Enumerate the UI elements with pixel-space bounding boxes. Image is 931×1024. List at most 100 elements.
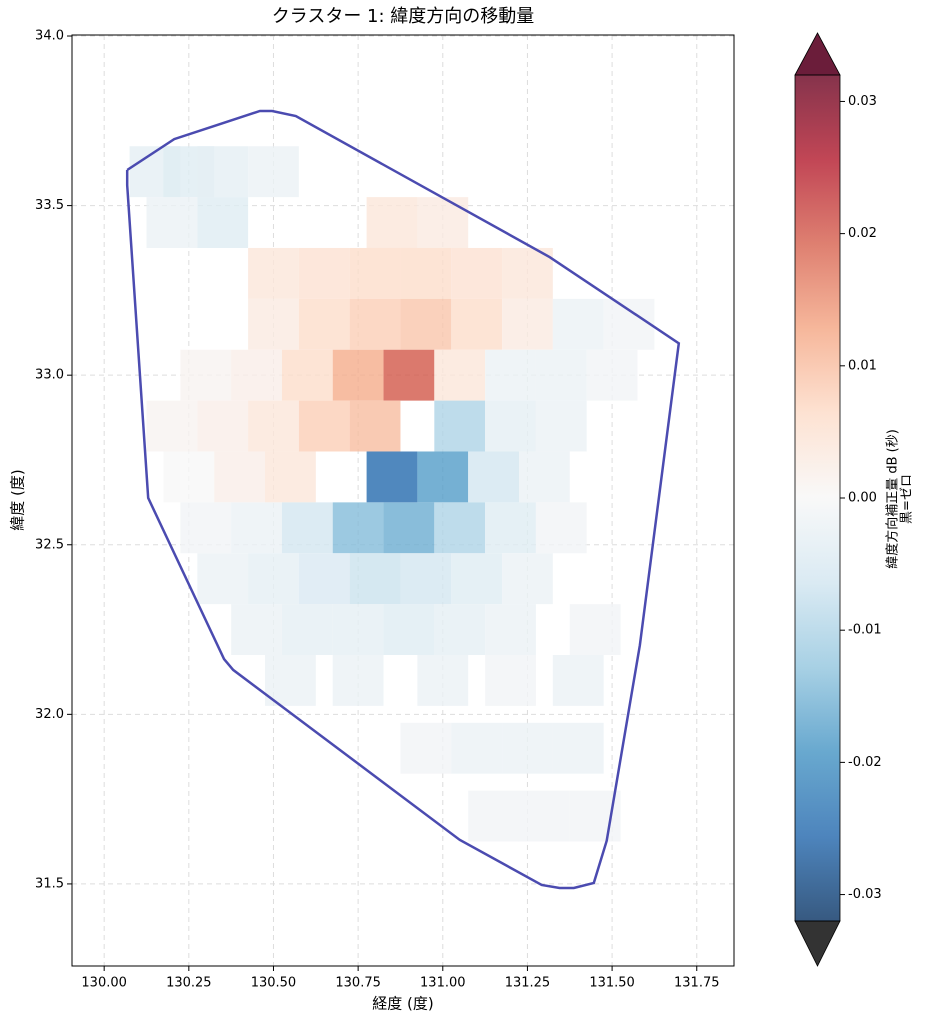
data-cell <box>468 451 519 503</box>
x-axis-label: 経度 (度) <box>372 995 433 1013</box>
data-cell <box>366 197 418 248</box>
x-tick-label: 131.00 <box>420 976 466 991</box>
data-cell <box>434 400 486 452</box>
data-cell <box>586 349 638 401</box>
data-cell <box>248 247 299 299</box>
data-cell <box>349 553 401 605</box>
data-cell <box>502 298 553 350</box>
colorbar-tick-label: 0.00 <box>848 491 877 506</box>
data-cell <box>400 722 452 774</box>
chart-title: クラスター 1: 緯度方向の移動量 <box>272 6 535 27</box>
y-tick-label: 32.0 <box>35 707 64 722</box>
data-cell <box>265 451 316 503</box>
data-cell <box>248 298 299 350</box>
x-tick-label: 131.50 <box>589 976 635 991</box>
data-cell <box>485 604 536 655</box>
data-cell <box>417 197 469 248</box>
data-cell <box>434 502 486 554</box>
colorbar-tick-label: 0.01 <box>848 358 877 373</box>
data-cell <box>400 247 452 299</box>
y-axis-label: 緯度 (度) <box>9 469 27 530</box>
data-cell <box>281 604 333 655</box>
data-cell <box>298 553 350 605</box>
y-tick-label: 31.5 <box>35 876 64 891</box>
data-cell <box>502 553 553 605</box>
x-tick-label: 130.50 <box>251 976 297 991</box>
data-cell <box>518 790 570 842</box>
data-cell <box>552 654 604 706</box>
colorbar-label: 緯度方向補正量 dB (秒) <box>885 429 901 569</box>
colorbar <box>795 75 840 921</box>
data-cell <box>502 722 553 774</box>
colorbar-extend-under <box>794 920 841 967</box>
data-cell <box>231 604 282 655</box>
data-cell <box>180 349 232 401</box>
colorbar-tick-label: -0.03 <box>848 887 882 902</box>
data-cell <box>197 197 249 248</box>
data-cell <box>214 451 266 503</box>
data-cell <box>248 553 299 605</box>
data-cell <box>400 298 452 350</box>
data-cell <box>248 146 299 198</box>
data-cell <box>383 604 435 655</box>
colorbar-tick-label: -0.02 <box>848 755 882 770</box>
y-tick-label: 33.5 <box>35 198 64 213</box>
data-cell <box>231 349 282 401</box>
y-tick-label: 33.0 <box>35 368 64 383</box>
data-cell <box>197 553 249 605</box>
data-cell <box>603 298 655 350</box>
data-cell <box>231 502 282 554</box>
data-cell <box>197 146 249 198</box>
colorbar-tick-label: 0.03 <box>848 94 877 109</box>
plot-frame <box>71 34 735 967</box>
data-cell <box>146 197 198 248</box>
data-cell <box>332 604 384 655</box>
data-cell <box>349 247 401 299</box>
data-cell <box>485 654 536 706</box>
colorbar-tick-label: -0.01 <box>848 623 882 638</box>
data-cell <box>366 451 418 503</box>
y-tick-label: 34.0 <box>35 29 64 44</box>
data-cell <box>502 247 553 299</box>
colorbar-extend-over <box>794 32 841 76</box>
colorbar-sublabel: 黒=ゼロ <box>900 474 915 524</box>
data-cell <box>535 349 587 401</box>
data-cell <box>383 349 435 401</box>
data-cell <box>281 349 333 401</box>
data-cell <box>265 654 316 706</box>
data-cell <box>451 298 503 350</box>
data-cell <box>468 790 519 842</box>
data-cell <box>349 400 401 452</box>
data-cell <box>451 247 503 299</box>
data-cell <box>569 604 621 655</box>
data-cell <box>383 502 435 554</box>
data-cell <box>332 349 384 401</box>
data-cell <box>332 654 384 706</box>
data-cell <box>518 451 570 503</box>
data-cell <box>451 722 503 774</box>
data-cell <box>248 400 299 452</box>
data-cell <box>485 502 536 554</box>
data-cell <box>180 502 232 554</box>
colorbar-tick-label: 0.02 <box>848 226 877 241</box>
data-cell <box>281 502 333 554</box>
data-cell <box>298 298 350 350</box>
data-cell <box>163 451 215 503</box>
x-tick-label: 131.75 <box>674 976 720 991</box>
data-cell <box>451 553 503 605</box>
data-cell <box>298 247 350 299</box>
data-cell <box>197 400 249 452</box>
data-cell <box>298 400 350 452</box>
data-cell <box>485 400 536 452</box>
data-cell <box>552 722 604 774</box>
data-cell <box>535 400 587 452</box>
data-cell <box>146 400 198 452</box>
data-cell <box>417 654 469 706</box>
data-cell <box>417 451 469 503</box>
data-cell <box>349 298 401 350</box>
y-tick-label: 32.5 <box>35 537 64 552</box>
x-tick-label: 131.25 <box>505 976 551 991</box>
data-cell <box>400 553 452 605</box>
x-tick-label: 130.25 <box>166 976 212 991</box>
